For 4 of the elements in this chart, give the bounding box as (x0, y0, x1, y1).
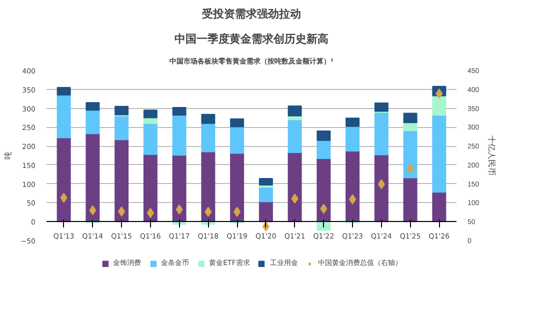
y-axis-title: 吨 (4, 152, 13, 160)
chart-subtitle: 中国一季度黄金需求创历史新高 (174, 32, 328, 46)
chart-title: 受投资需求强劲拉动 (201, 8, 301, 20)
y2-axis-title: 十亿人民币 (487, 136, 496, 176)
